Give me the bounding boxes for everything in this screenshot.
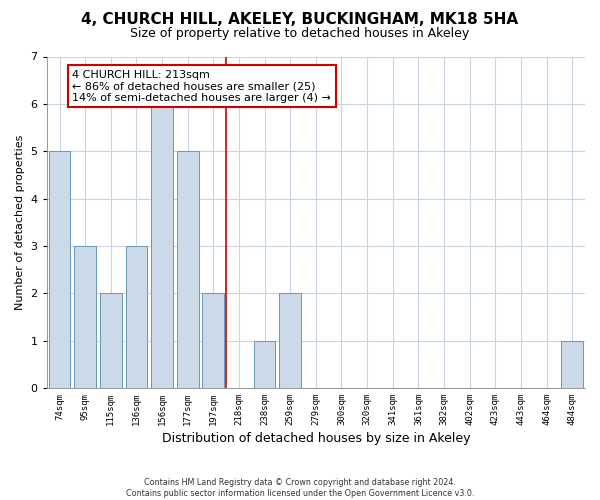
Bar bbox=[202, 293, 224, 388]
Text: 4 CHURCH HILL: 213sqm
← 86% of detached houses are smaller (25)
14% of semi-deta: 4 CHURCH HILL: 213sqm ← 86% of detached … bbox=[73, 70, 331, 103]
Bar bbox=[125, 246, 148, 388]
Bar bbox=[254, 340, 275, 388]
Text: 4, CHURCH HILL, AKELEY, BUCKINGHAM, MK18 5HA: 4, CHURCH HILL, AKELEY, BUCKINGHAM, MK18… bbox=[82, 12, 518, 28]
Bar bbox=[177, 151, 199, 388]
Text: Size of property relative to detached houses in Akeley: Size of property relative to detached ho… bbox=[130, 28, 470, 40]
Text: Contains HM Land Registry data © Crown copyright and database right 2024.
Contai: Contains HM Land Registry data © Crown c… bbox=[126, 478, 474, 498]
Bar bbox=[280, 293, 301, 388]
Bar bbox=[151, 104, 173, 388]
Bar bbox=[74, 246, 96, 388]
Bar bbox=[100, 293, 122, 388]
Y-axis label: Number of detached properties: Number of detached properties bbox=[15, 134, 25, 310]
Bar bbox=[49, 151, 70, 388]
X-axis label: Distribution of detached houses by size in Akeley: Distribution of detached houses by size … bbox=[161, 432, 470, 445]
Bar bbox=[561, 340, 583, 388]
